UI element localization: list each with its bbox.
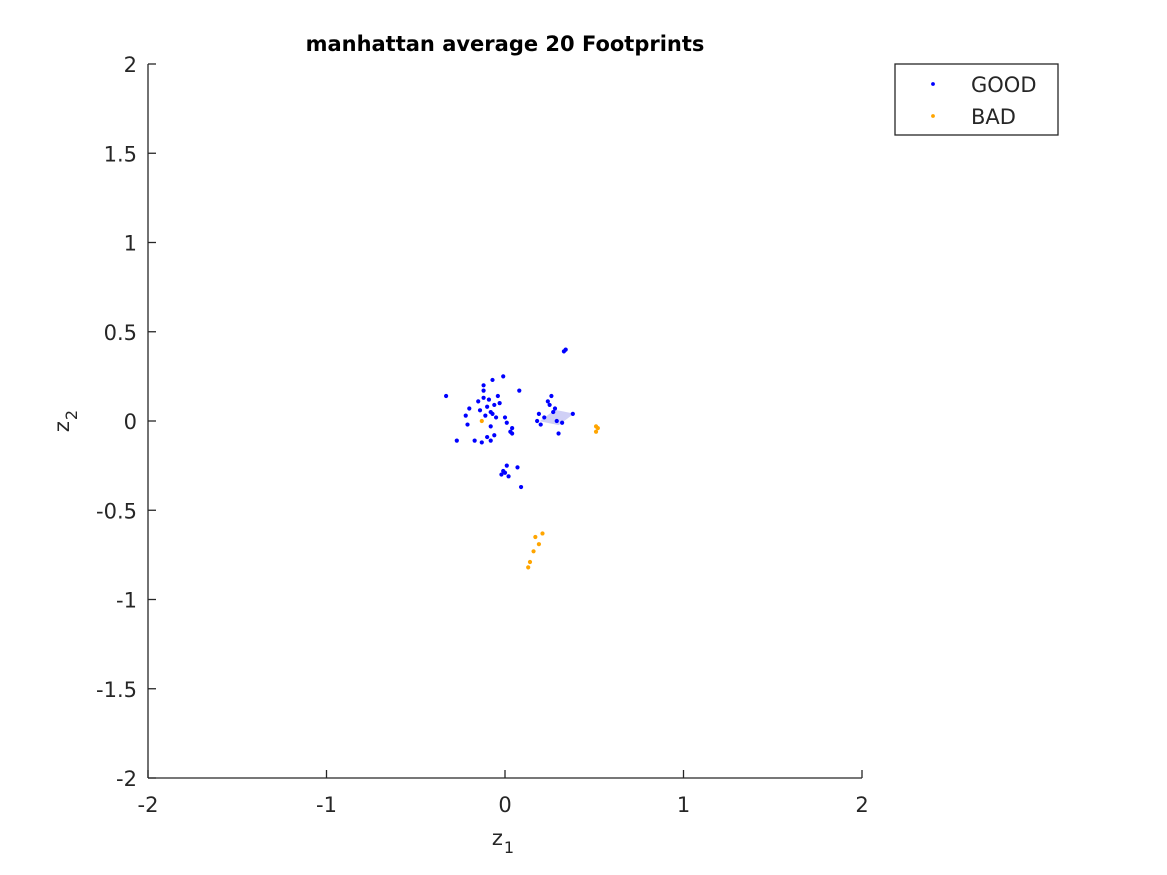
data-point-good xyxy=(517,388,522,393)
data-point-good xyxy=(510,431,515,436)
data-point-good xyxy=(518,484,524,490)
legend-label-bad: BAD xyxy=(971,105,1016,129)
data-point-good xyxy=(492,402,497,408)
data-point-good xyxy=(476,399,481,404)
plot-area: -2 -1 0 1 2 -2 -1.5 -1 -0.5 0 0.5 1 1.5 2 xyxy=(96,53,869,817)
data-point-bad xyxy=(531,549,536,554)
data-point-good xyxy=(467,406,472,411)
legend: GOOD BAD xyxy=(894,63,1059,136)
data-point-good xyxy=(552,406,558,411)
y-tick-label: 0.5 xyxy=(104,321,137,345)
data-point-good xyxy=(481,395,486,400)
data-point-good xyxy=(497,401,502,406)
data-point-good xyxy=(454,438,459,443)
data-point-bad xyxy=(536,542,542,547)
data-point-good xyxy=(485,434,490,440)
x-axis-label: z1 xyxy=(492,826,514,857)
data-point-good xyxy=(549,393,554,399)
y-tick-label: -1.5 xyxy=(96,678,137,702)
data-point-good xyxy=(538,422,543,427)
x-tick-label: 2 xyxy=(855,793,868,817)
data-point-good xyxy=(551,409,556,415)
data-point-good xyxy=(485,404,490,409)
legend-marker-good xyxy=(931,82,935,86)
y-tick-label: -2 xyxy=(116,767,137,791)
y-axis-label: z2 xyxy=(50,410,81,432)
x-tick-label: 0 xyxy=(498,793,511,817)
data-point-good xyxy=(542,415,547,420)
data-point-bad xyxy=(533,534,538,540)
data-point-good xyxy=(560,420,565,425)
data-point-bad xyxy=(526,565,531,570)
data-point-good xyxy=(502,470,508,475)
data-point-good xyxy=(486,397,492,402)
data-point-good xyxy=(547,402,552,408)
data-point-good xyxy=(481,388,486,393)
y-tick-label: 0 xyxy=(124,410,137,434)
data-point-good xyxy=(515,465,520,470)
data-point-good xyxy=(490,411,495,416)
data-point-good xyxy=(536,411,542,416)
legend-marker-bad xyxy=(931,114,935,118)
data-point-bad xyxy=(527,559,533,565)
data-point-good xyxy=(504,463,509,468)
data-point-bad xyxy=(595,426,600,431)
data-point-good xyxy=(499,472,504,477)
data-point-bad xyxy=(540,531,545,536)
data-point-good xyxy=(481,383,486,388)
data-point-good xyxy=(495,393,500,399)
data-point-good xyxy=(472,438,477,443)
data-point-good xyxy=(504,420,509,425)
data-point-good xyxy=(443,393,449,399)
data-point-good xyxy=(463,413,468,418)
data-point-good xyxy=(510,426,515,431)
data-point-good xyxy=(465,422,470,427)
data-point-good xyxy=(570,411,575,416)
data-point-good xyxy=(479,440,484,445)
data-point-good xyxy=(502,415,508,420)
y-tick-label: -0.5 xyxy=(96,499,137,523)
x-tick-label: -1 xyxy=(316,793,337,817)
data-point-good xyxy=(563,347,568,352)
legend-box xyxy=(894,63,1059,136)
x-tick-label: -2 xyxy=(138,793,159,817)
data-point-good xyxy=(492,433,497,438)
y-tick-label: 1 xyxy=(124,232,137,256)
y-tick-label: 1.5 xyxy=(104,142,137,166)
data-point-good xyxy=(490,377,495,383)
legend-label-good: GOOD xyxy=(971,73,1037,97)
data-point-good xyxy=(535,418,540,424)
y-tick-label: 2 xyxy=(124,53,137,77)
data-point-good xyxy=(545,399,550,404)
data-point-good xyxy=(488,438,493,443)
data-point-good xyxy=(488,424,493,429)
data-point-good xyxy=(554,418,559,424)
chart-title: manhattan average 20 Footprints xyxy=(306,32,705,56)
y-tick-label: -1 xyxy=(116,589,137,613)
data-point-bad xyxy=(479,418,484,424)
data-point-good xyxy=(506,474,511,479)
data-point-good xyxy=(501,374,506,379)
data-point-good xyxy=(483,413,488,418)
data-point-bad xyxy=(593,429,599,434)
data-point-good xyxy=(493,415,499,420)
x-tick-label: 1 xyxy=(677,793,690,817)
data-point-good xyxy=(477,408,483,413)
data-point-good xyxy=(556,431,561,436)
